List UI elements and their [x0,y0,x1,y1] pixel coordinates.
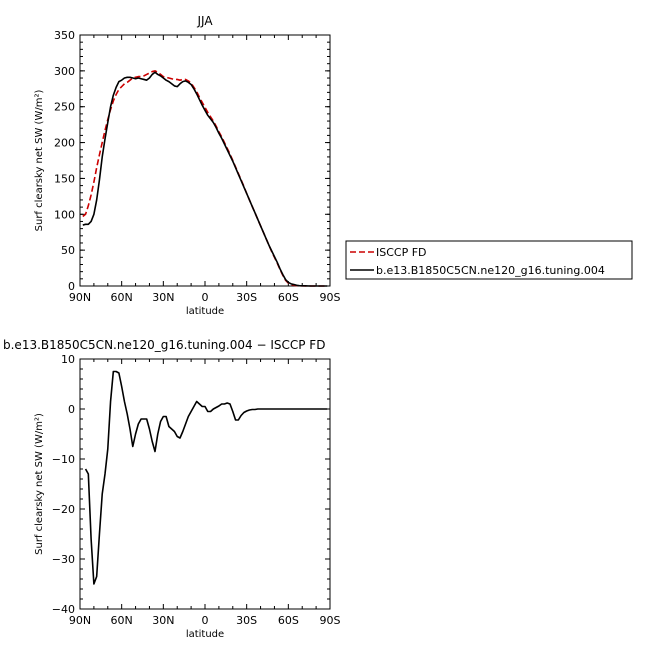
y-axis-label: Surf clearsky net SW (W/m²) [34,90,45,232]
y-tick-label: −30 [52,553,75,566]
y-tick-label: 250 [54,101,75,114]
x-tick-label: 60N [111,291,133,304]
y-tick-label: −40 [52,603,75,616]
x-tick-label: 30N [152,614,174,627]
y-tick-label: 0 [68,403,75,416]
bottom-panel: 90N 60N 30N 0 30S 60S 90S −40 −30 −20 −10 0 10b.e13.… [3,338,341,640]
x-axis-label: latitude [186,629,224,640]
x-tick-label: 90N [69,614,91,627]
legend-label: b.e13.B1850C5CN.ne120_g16.tuning.004 [376,264,605,277]
y-tick-label: 50 [61,244,75,257]
plot-frame [79,34,331,287]
y-tick-label: 100 [54,208,75,221]
x-tick-label: 90N [69,291,91,304]
x-tick-label: 60N [111,614,133,627]
chart-title: JJA [196,14,213,28]
legend-label: ISCCP FD [376,246,427,259]
legend-box [345,240,633,280]
y-tick-label: 0 [68,280,75,293]
y-axis-label: Surf clearsky net SW (W/m²) [34,413,45,555]
y-tick-label: 350 [54,29,75,42]
x-tick-label: 90S [320,291,341,304]
series-line [84,370,328,585]
x-tick-label: 60S [278,614,299,627]
x-tick-label: 30S [236,291,257,304]
x-tick-label: 90S [320,614,341,627]
x-tick-label: 30S [236,614,257,627]
x-tick-label: 60S [278,291,299,304]
y-tick-label: 300 [54,65,75,78]
y-tick-label: −10 [52,453,75,466]
plot-frame [79,358,331,610]
y-tick-label: 150 [54,172,75,185]
x-tick-label: 0 [202,291,209,304]
series-line [82,70,328,287]
x-tick-label: 30N [152,291,174,304]
x-axis-label: latitude [186,306,224,317]
series-line [82,71,328,287]
chart-title: b.e13.B1850C5CN.ne120_g16.tuning.004 − I… [3,338,325,352]
y-tick-label: 10 [61,353,75,366]
top-panel: 90N 60N 30N 0 30S 60S 90S 0 50 100 150 200 250 300 350… [34,14,633,317]
x-tick-label: 0 [202,614,209,627]
y-tick-label: 200 [54,137,75,150]
y-tick-label: −20 [52,503,75,516]
